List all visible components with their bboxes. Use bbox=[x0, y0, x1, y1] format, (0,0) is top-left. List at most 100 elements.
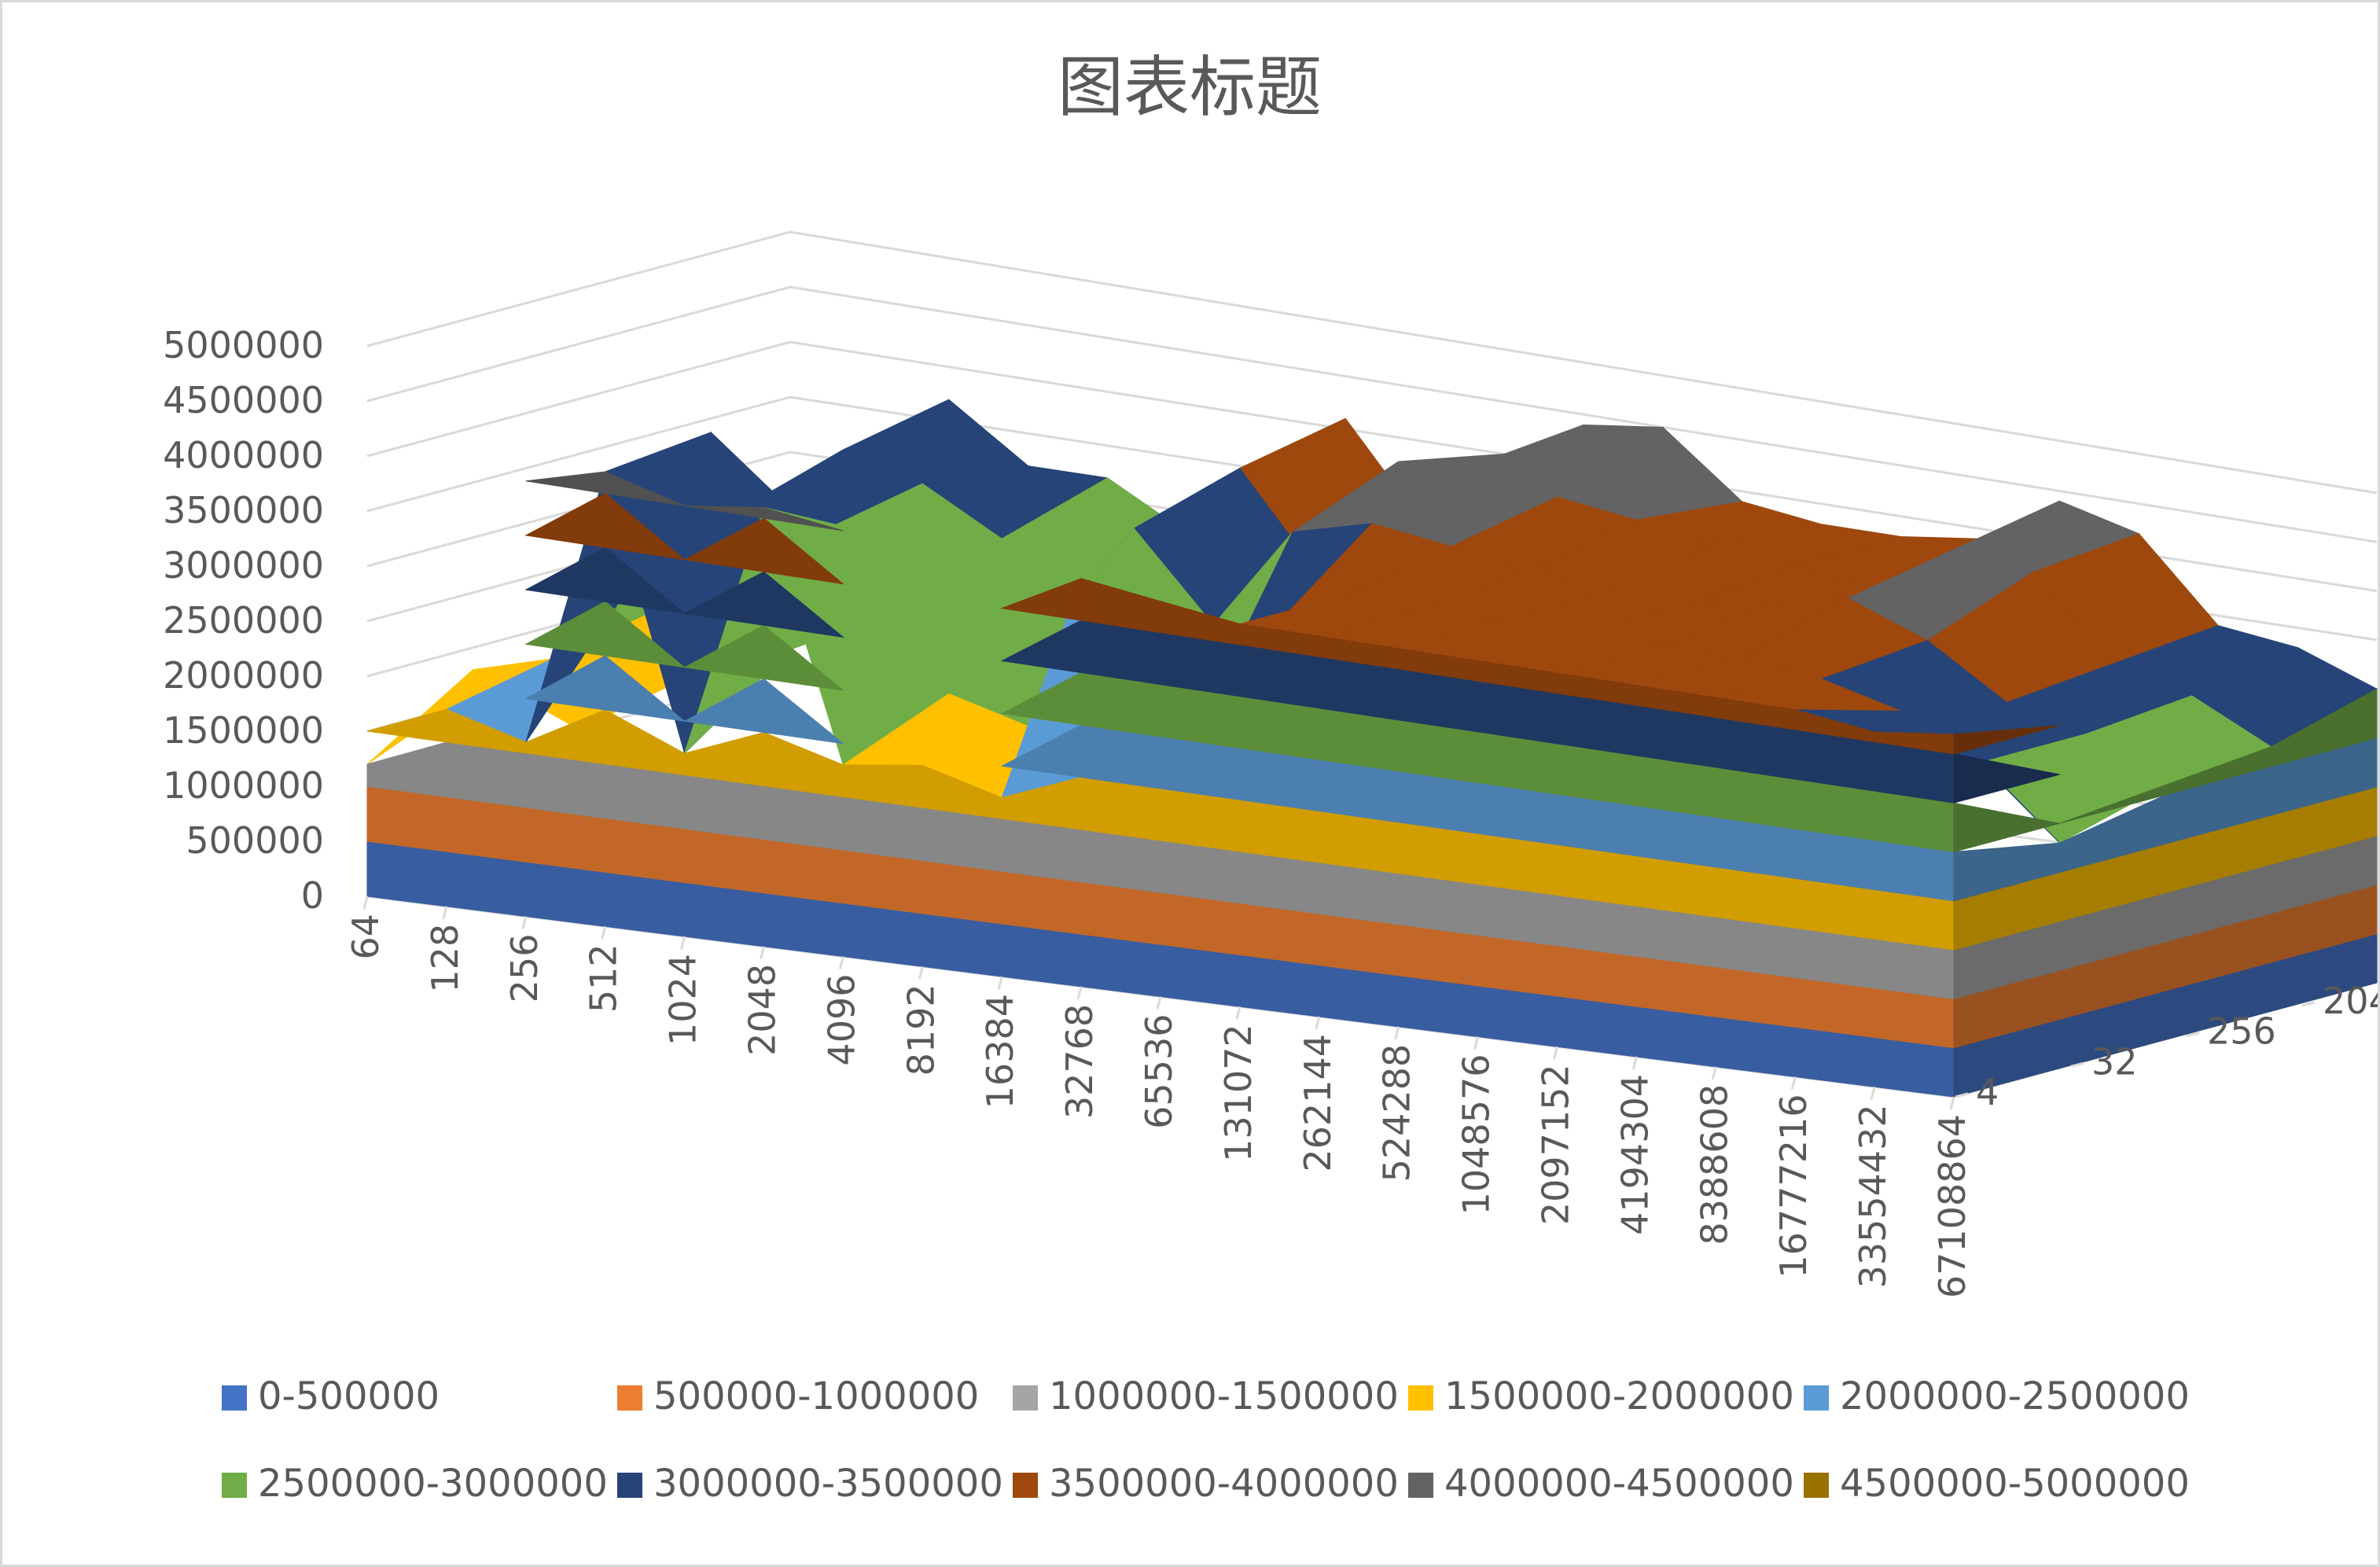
legend-swatch bbox=[1408, 1385, 1433, 1411]
x-tick-label: 67108864 bbox=[1931, 1114, 1974, 1298]
legend-label: 4500000-5000000 bbox=[1840, 1462, 2190, 1506]
z-tick-label: 0 bbox=[301, 874, 324, 917]
front-skirt bbox=[366, 471, 1955, 1098]
x-tick-label: 64 bbox=[344, 914, 387, 960]
skirt-band bbox=[525, 807, 606, 873]
skirt-band bbox=[842, 849, 923, 914]
skirt-band bbox=[684, 881, 764, 947]
legend: 0-500000 500000-1000000 1000000-1500000 150… bbox=[222, 1374, 2190, 1506]
skirt-band bbox=[1001, 923, 1082, 988]
z-tick-label: 4000000 bbox=[163, 434, 324, 476]
skirt-band bbox=[605, 654, 686, 722]
skirt-band bbox=[763, 839, 844, 904]
skirt-band bbox=[763, 678, 845, 745]
depth-tick bbox=[2186, 1032, 2200, 1037]
side-band bbox=[1953, 802, 2060, 853]
x-tick-label: 33554432 bbox=[1852, 1104, 1894, 1288]
legend-label: 3500000-4000000 bbox=[1049, 1462, 1399, 1506]
x-tick-label: 524288 bbox=[1376, 1044, 1418, 1183]
depth-axis-labels: 432256204816384 bbox=[1955, 980, 2380, 1113]
z-tick-label: 4500000 bbox=[163, 379, 324, 421]
x-tick bbox=[1870, 1086, 1876, 1100]
x-tick bbox=[362, 896, 369, 910]
x-tick-label: 16777216 bbox=[1772, 1094, 1815, 1278]
skirt-band bbox=[525, 752, 606, 819]
legend-label: 3000000-3500000 bbox=[653, 1462, 1003, 1506]
depth-tick bbox=[2070, 1061, 2084, 1068]
x-tick-label: 16384 bbox=[979, 994, 1021, 1109]
skirt-band bbox=[1080, 933, 1161, 998]
x-tick bbox=[838, 956, 844, 969]
z-tick-label: 2500000 bbox=[163, 599, 324, 642]
side-band bbox=[1953, 753, 2060, 804]
legend-swatch bbox=[222, 1385, 247, 1411]
z-tick-label: 1500000 bbox=[163, 709, 324, 752]
legend-swatch bbox=[1013, 1473, 1038, 1498]
legend-label: 0-500000 bbox=[258, 1374, 440, 1418]
x-tick-label: 262144 bbox=[1297, 1034, 1339, 1172]
skirt-band bbox=[921, 913, 1002, 977]
x-tick-label: 256 bbox=[503, 934, 546, 1003]
depth-tick-label: 256 bbox=[2207, 1010, 2276, 1053]
legend-item: 2500000-3000000 bbox=[222, 1462, 608, 1506]
x-tick bbox=[1553, 1046, 1558, 1060]
skirt-band bbox=[605, 601, 686, 668]
x-tick bbox=[1949, 1096, 1955, 1110]
skirt-band bbox=[605, 546, 686, 614]
depth-tick-label: 2048 bbox=[2323, 980, 2380, 1022]
z-tick-label: 1000000 bbox=[163, 764, 324, 807]
legend-label: 500000-1000000 bbox=[653, 1374, 979, 1418]
x-tick bbox=[1076, 986, 1083, 1000]
x-tick bbox=[1156, 996, 1162, 1010]
depth-tick-label: 4 bbox=[1976, 1071, 1999, 1113]
z-tick-label: 3000000 bbox=[163, 544, 324, 587]
gridline bbox=[366, 230, 2378, 495]
skirt-band bbox=[763, 571, 845, 638]
legend-swatch bbox=[1408, 1473, 1433, 1498]
skirt-band bbox=[763, 892, 844, 958]
z-tick-label: 500000 bbox=[186, 819, 324, 862]
x-tick bbox=[760, 946, 765, 960]
depth-tick bbox=[1955, 1092, 1969, 1098]
legend-item: 1000000-1500000 bbox=[1013, 1374, 1399, 1418]
skirt-band bbox=[1319, 965, 1400, 1028]
x-tick bbox=[1631, 1056, 1638, 1070]
skirt-band bbox=[1001, 870, 1082, 935]
skirt-band bbox=[446, 796, 527, 863]
x-tick bbox=[601, 925, 607, 940]
skirt-band bbox=[525, 861, 606, 927]
x-tick-label: 8388608 bbox=[1693, 1084, 1735, 1245]
legend-item: 4000000-4500000 bbox=[1408, 1462, 1794, 1506]
skirt-band bbox=[684, 828, 764, 894]
legend-swatch bbox=[222, 1473, 247, 1498]
skirt-band bbox=[366, 841, 447, 907]
skirt-band bbox=[446, 851, 527, 918]
x-tick-label: 512 bbox=[583, 944, 625, 1013]
skirt-band bbox=[605, 818, 686, 884]
legend-label: 4000000-4500000 bbox=[1444, 1462, 1794, 1506]
side-band bbox=[2271, 688, 2378, 767]
legend-item: 0-500000 bbox=[222, 1374, 440, 1418]
skirt-band bbox=[605, 492, 686, 561]
gridline bbox=[366, 285, 2378, 543]
right-skirt bbox=[1953, 688, 2378, 1098]
x-tick-label: 4194304 bbox=[1613, 1074, 1656, 1235]
z-tick-label: 5000000 bbox=[163, 324, 324, 366]
legend-item: 4500000-5000000 bbox=[1804, 1462, 2190, 1506]
depth-tick bbox=[2301, 1001, 2316, 1007]
x-tick bbox=[1235, 1006, 1241, 1020]
legend-swatch bbox=[617, 1385, 642, 1411]
x-tick bbox=[1790, 1076, 1797, 1090]
x-tick bbox=[918, 966, 924, 980]
side-band bbox=[1953, 725, 2060, 755]
skirt-band bbox=[525, 471, 606, 495]
skirt-band bbox=[763, 506, 844, 532]
legend-label: 2000000-2500000 bbox=[1840, 1374, 2190, 1418]
legend-label: 1500000-2000000 bbox=[1444, 1374, 1794, 1418]
z-axis-labels: 0 500000 1000000 1500000 2000000 2500000 30000… bbox=[163, 324, 324, 917]
z-tick-label: 2000000 bbox=[163, 654, 324, 697]
skirt-band bbox=[605, 871, 686, 937]
skirt-band bbox=[1239, 954, 1320, 1017]
legend-label: 1000000-1500000 bbox=[1049, 1374, 1399, 1418]
